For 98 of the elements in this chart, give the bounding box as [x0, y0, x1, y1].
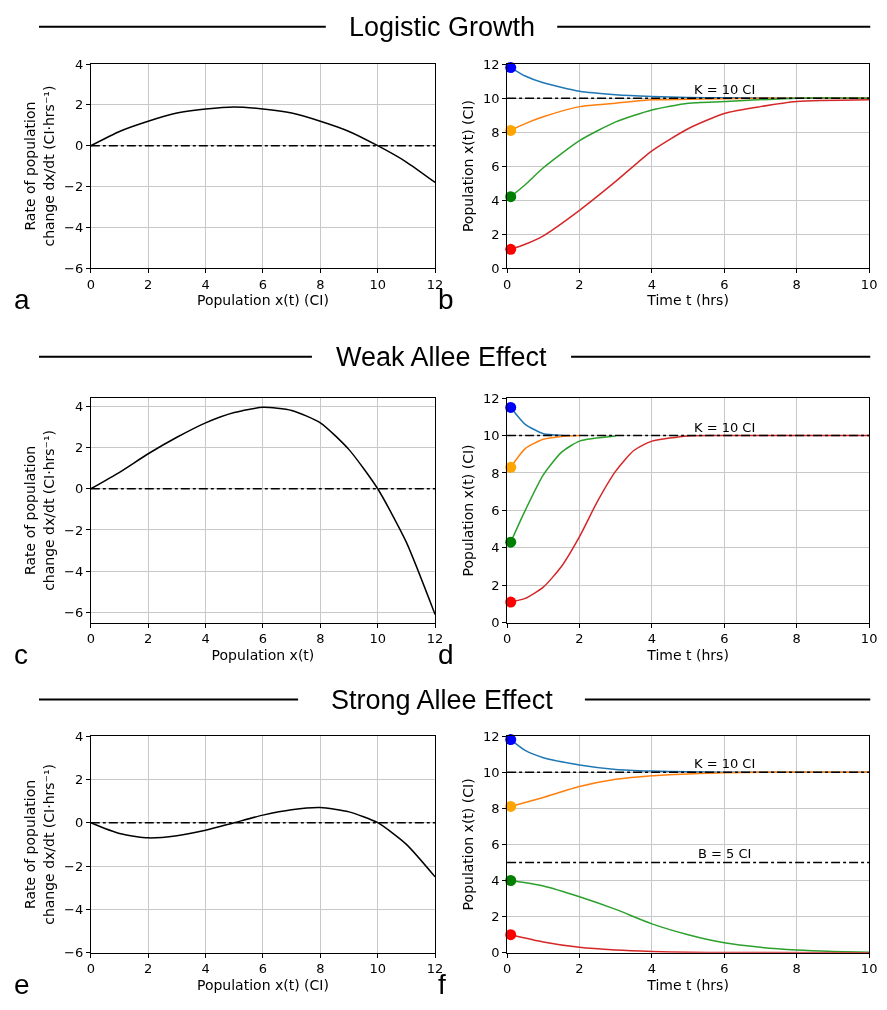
y-tick-label: 8: [491, 124, 500, 140]
text: a: [14, 284, 30, 315]
x-tick-label: 10: [369, 631, 386, 647]
x-tick-label: 10: [860, 276, 878, 292]
y-axis-title: Rate of population change dx/dt (CI·hrs⁻¹): [22, 429, 57, 591]
y-tick-label: 0: [74, 138, 84, 154]
x-axis-title: Time t (hrs): [646, 291, 729, 308]
y-tick-label: −2: [64, 858, 84, 874]
y-tick-label: 4: [491, 540, 500, 556]
x-tick-label: 2: [144, 631, 153, 647]
y-axis-title: Rate of population change dx/dt (CI·hrs⁻¹): [22, 85, 57, 247]
y-tick-label: 2: [491, 577, 500, 593]
y-tick-label: 0: [491, 260, 500, 276]
y-tick-label: 6: [491, 158, 500, 174]
y-tick-label: 8: [491, 465, 500, 481]
y-tick-label: 4: [491, 192, 500, 208]
y-tick-label: −2: [64, 179, 84, 195]
x-tick-label: 8: [792, 961, 801, 977]
text: e: [14, 969, 30, 1000]
x-tick-label: 8: [316, 961, 325, 977]
ref-line-label: K = 10 CI: [694, 420, 756, 435]
y-tick-label: 0: [74, 815, 84, 831]
x-tick-label: 6: [720, 276, 729, 292]
x-tick-label: 4: [201, 631, 210, 647]
x-tick-label: 8: [316, 276, 325, 292]
y-tick-label: 0: [491, 615, 500, 631]
y-tick-label: −6: [64, 260, 84, 276]
x-tick-label: 4: [647, 631, 657, 647]
y-axis-title: Rate of population change dx/dt (CI·hrs⁻¹): [22, 763, 57, 925]
x-tick-label: 2: [575, 631, 584, 647]
x-tick-label: 0: [86, 961, 95, 977]
x-tick-label: 0: [502, 961, 512, 977]
chart-title: Logistic Growth: [349, 12, 536, 42]
x-tick-label: 2: [575, 276, 584, 292]
x-tick-label: 10: [860, 961, 878, 977]
y-tick-label: 6: [491, 502, 500, 518]
x-tick-label: 0: [502, 276, 512, 292]
x-axis-title: Time t (hrs): [646, 976, 729, 993]
x-axis-title: Population x(t) (CI): [196, 291, 329, 308]
y-tick-label: 2: [491, 226, 500, 242]
y-axis-title: Population x(t) (CI): [459, 100, 476, 233]
y-tick-label: 2: [74, 97, 84, 113]
y-axis-title: Population x(t) (CI): [459, 444, 476, 577]
x-tick-label: 8: [792, 631, 801, 647]
y-tick-label: 10: [482, 764, 500, 780]
y-tick-label: 10: [482, 90, 500, 106]
x-tick-label: 4: [201, 276, 210, 292]
x-tick-label: 2: [144, 961, 153, 977]
ref-line-label: K = 10 CI: [694, 82, 756, 97]
y-tick-label: −4: [64, 901, 84, 917]
x-tick-label: 6: [258, 276, 268, 292]
x-tick-label: 8: [316, 631, 325, 647]
text: c: [14, 639, 28, 670]
y-tick-label: 2: [491, 909, 500, 925]
ref-line-label: K = 10 CI: [694, 756, 756, 771]
y-tick-label: −4: [64, 563, 84, 579]
y-tick-label: −2: [64, 522, 84, 538]
y-tick-label: 4: [74, 398, 84, 414]
x-tick-label: 8: [792, 276, 801, 292]
chart-title: Strong Allee Effect: [331, 685, 554, 715]
x-tick-label: 2: [144, 276, 153, 292]
y-tick-label: 0: [74, 481, 84, 497]
y-tick-label: 8: [491, 800, 500, 816]
x-tick-label: 0: [86, 631, 95, 647]
x-tick-label: 4: [647, 276, 657, 292]
y-tick-label: 12: [482, 728, 500, 744]
y-tick-label: −6: [64, 945, 84, 961]
x-tick-label: 4: [201, 961, 210, 977]
y-tick-label: 0: [491, 945, 500, 961]
y-tick-label: −4: [64, 219, 84, 235]
x-tick-label: 10: [369, 276, 386, 292]
y-tick-label: 6: [491, 836, 500, 852]
x-tick-label: 10: [860, 631, 878, 647]
y-tick-label: 12: [482, 390, 500, 406]
x-tick-label: 0: [502, 631, 512, 647]
y-tick-label: 12: [482, 56, 500, 72]
y-tick-label: 4: [74, 56, 84, 72]
x-tick-label: 12: [426, 631, 444, 647]
chart-title: Weak Allee Effect: [336, 342, 548, 372]
x-tick-label: 4: [647, 961, 657, 977]
x-tick-label: 6: [258, 631, 268, 647]
y-tick-label: 2: [74, 771, 84, 787]
x-axis-title: Time t (hrs): [646, 646, 729, 663]
x-tick-label: 0: [86, 276, 95, 292]
y-axis-title: Population x(t) (CI): [459, 778, 476, 911]
y-tick-label: 2: [74, 440, 84, 456]
x-axis-title: Population x(t) (CI): [196, 976, 329, 993]
x-tick-label: 6: [258, 961, 268, 977]
x-tick-label: 10: [369, 961, 386, 977]
y-tick-label: 10: [482, 428, 500, 444]
x-tick-label: 2: [575, 961, 584, 977]
ref-line-label: B = 5 CI: [698, 846, 752, 861]
x-tick-label: 6: [720, 961, 729, 977]
x-tick-label: 6: [720, 631, 729, 647]
x-axis-title: Population x(t): [211, 646, 315, 663]
y-tick-label: 4: [491, 873, 500, 889]
y-tick-label: −6: [64, 604, 84, 620]
y-tick-label: 4: [74, 728, 84, 744]
